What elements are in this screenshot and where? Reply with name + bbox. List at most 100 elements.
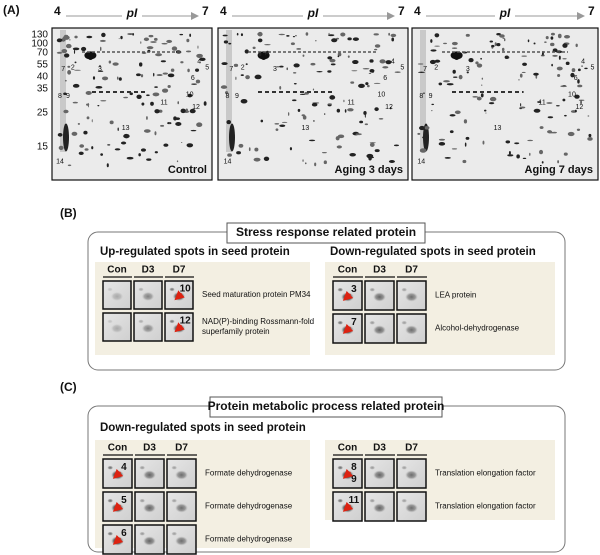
gel-spot — [254, 74, 262, 80]
gel-spot — [453, 76, 458, 78]
gel-spot — [63, 92, 67, 96]
gel-spot — [289, 147, 293, 151]
gel-spot — [488, 102, 495, 105]
gel-spot — [419, 125, 425, 131]
gel-spot — [72, 101, 78, 104]
gel-spot — [260, 119, 264, 123]
gel-spot — [545, 35, 549, 40]
protein-name: Formate dehydrogenase — [205, 502, 293, 511]
pi-label-bg — [303, 8, 323, 22]
gel-spot — [550, 36, 554, 40]
gel-spot — [562, 43, 568, 48]
thumbnail-spot — [143, 536, 156, 546]
column-header: D3 — [143, 443, 156, 454]
gel-spot — [430, 49, 437, 52]
gel-spot — [186, 143, 194, 148]
gel-spot — [196, 122, 203, 127]
gel-spot — [56, 38, 63, 43]
gel-spot — [379, 59, 386, 64]
thumbnail-spot — [369, 320, 376, 325]
gel-spot-label: 3 — [273, 66, 277, 73]
gel-spot — [335, 37, 340, 40]
thumbnail-spot — [138, 319, 144, 324]
gel-spot — [100, 153, 104, 156]
gel-spot — [337, 52, 342, 57]
gel-spot — [365, 82, 369, 86]
gel-spot — [535, 74, 538, 79]
gel-spot — [72, 47, 80, 51]
gel-spot — [275, 128, 279, 132]
thumbnail-spot — [175, 470, 188, 480]
gel-spot-label: 6 — [383, 75, 387, 82]
gel-spot — [570, 72, 575, 78]
gel-spot — [155, 53, 162, 57]
column-header: Con — [108, 443, 127, 454]
gel-spot — [557, 74, 561, 78]
gel-spot — [337, 55, 340, 58]
gel-spot — [444, 156, 451, 159]
gel-spot — [329, 58, 336, 63]
gel-spot — [118, 38, 120, 40]
spot-number: 3 — [351, 284, 357, 295]
gel-spot — [438, 82, 443, 86]
mw-marker: 55 — [37, 60, 49, 71]
gel-spot — [560, 85, 567, 88]
gel-spot — [120, 35, 123, 40]
gel-spot — [480, 57, 482, 60]
gel-spot — [466, 71, 469, 74]
gel-spot — [547, 130, 553, 134]
spot-arrow — [342, 290, 354, 301]
gel-spot — [195, 68, 200, 72]
gel-spot — [240, 99, 248, 104]
gel-spot-label: 11 — [539, 99, 546, 106]
group-bg — [325, 262, 555, 355]
gel-spot — [293, 63, 300, 68]
gel-spot — [482, 140, 485, 145]
gel-spot — [314, 162, 317, 167]
gel-spot — [154, 151, 158, 154]
pi-end: 7 — [588, 4, 595, 18]
gel-spot — [101, 32, 106, 38]
gel-spot — [577, 79, 580, 84]
gel-caption: Aging 7 days — [525, 164, 593, 176]
gel-spot — [351, 70, 358, 72]
gel-spot — [112, 62, 119, 66]
column-header: Con — [107, 265, 126, 276]
gel-spot — [518, 79, 520, 81]
mw-marker: 35 — [37, 84, 49, 95]
gel-spot — [220, 85, 228, 89]
thumbnail-spot — [141, 291, 155, 301]
column-header: D3 — [373, 443, 386, 454]
gel-spot — [419, 148, 427, 153]
gel-spot — [274, 123, 280, 125]
gel-spot — [180, 61, 184, 64]
gel-spot — [245, 75, 250, 80]
gel-spot — [74, 69, 81, 71]
gel-spot — [369, 142, 375, 147]
gel-spot-label: 4 — [197, 58, 201, 65]
gel-spot — [364, 123, 369, 126]
thumbnail-spot — [369, 465, 376, 470]
gel-spot — [533, 42, 536, 45]
gel-spot — [501, 47, 505, 52]
gel-spot — [252, 46, 256, 50]
panel-title: Stress response related protein — [236, 225, 416, 239]
gel-spot — [362, 68, 370, 70]
gel-spot-label: 7 — [229, 66, 233, 73]
gel-spot — [359, 120, 364, 124]
gel-spot — [150, 101, 154, 106]
gel-spot-label: 8 — [419, 93, 423, 100]
gel-spot — [508, 151, 511, 155]
gel-spot — [519, 106, 526, 109]
gel-spot — [374, 48, 378, 51]
gel-spot-label: 5 — [590, 64, 594, 71]
gel-spot — [438, 141, 446, 146]
thumbnail-spot — [369, 498, 376, 503]
column-header: D3 — [373, 265, 386, 276]
gel-spot — [74, 61, 77, 64]
gel-spot — [118, 77, 122, 81]
gel-spot — [58, 145, 64, 151]
gel-spot — [491, 44, 495, 48]
gel-spot — [546, 102, 553, 104]
gel-spot — [235, 76, 237, 80]
